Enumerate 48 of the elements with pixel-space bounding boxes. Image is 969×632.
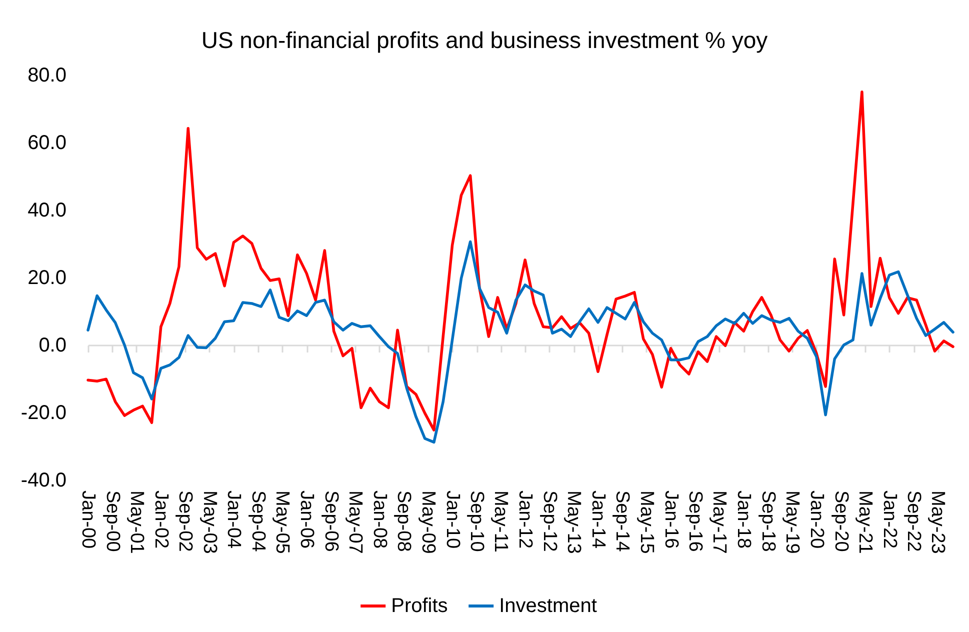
x-tick-label: May-19 (782, 490, 803, 554)
y-tick-label: 40.0 (28, 200, 66, 222)
y-tick-label: 80.0 (28, 64, 66, 86)
x-tick-label: May-09 (417, 490, 438, 554)
chart-title: US non-financial profits and business investment % yoy (201, 27, 768, 53)
x-tick-label: Jan-14 (587, 490, 608, 550)
y-tick-label: -20.0 (20, 402, 66, 424)
x-tick-label: May-17 (708, 490, 730, 554)
x-tick-label: Sep-04 (248, 490, 269, 552)
x-tick-label: Sep-00 (102, 490, 123, 552)
x-tick-label: May-01 (126, 490, 147, 554)
line-series (86, 90, 954, 432)
x-tick-label: Jan-00 (78, 490, 98, 549)
y-tick-label: 20.0 (28, 267, 66, 289)
x-tick-label: Sep-18 (757, 490, 778, 552)
x-tick-label: Jan-12 (514, 490, 536, 549)
x-tick-label: Jan-16 (660, 490, 682, 549)
x-tick-label: Sep-20 (830, 490, 852, 552)
x-tick-label: May-07 (344, 490, 366, 554)
x-tick-label: Sep-06 (320, 490, 342, 552)
x-tick-label: Jan-22 (878, 490, 900, 549)
legend-label: Profits (391, 595, 448, 617)
x-tick-label: May-15 (636, 490, 657, 554)
x-tick-label: Jan-10 (442, 490, 463, 549)
x-tick-label: Sep-10 (466, 490, 488, 552)
y-tick-label: 0.0 (38, 334, 66, 356)
line-series (86, 240, 954, 444)
x-tick-label: Sep-22 (903, 490, 924, 552)
x-tick-label: May-23 (927, 490, 948, 554)
x-tick-label: May-21 (854, 490, 876, 554)
x-tick-label: Sep-02 (174, 490, 196, 552)
x-tick-label: May-11 (490, 490, 512, 552)
legend-label: Investment (499, 595, 598, 617)
x-tick-label: Jan-04 (223, 490, 244, 550)
x-tick-label: Sep-08 (393, 490, 414, 552)
x-tick-label: Jan-18 (733, 490, 754, 549)
x-tick-label: Jan-20 (806, 490, 827, 549)
x-tick-label: May-03 (198, 490, 220, 554)
y-tick-label: 60.0 (28, 132, 66, 154)
x-tick-label: May-05 (272, 490, 293, 554)
y-tick-label: -40.0 (20, 470, 66, 492)
x-tick-label: Jan-08 (368, 490, 390, 549)
x-tick-label: Sep-12 (538, 490, 560, 552)
x-tick-label: Jan-06 (296, 490, 318, 549)
x-tick-label: May-13 (563, 490, 584, 554)
x-tick-label: Sep-16 (684, 490, 706, 552)
x-tick-label: Jan-02 (150, 490, 172, 549)
x-tick-label: Sep-14 (612, 490, 633, 552)
